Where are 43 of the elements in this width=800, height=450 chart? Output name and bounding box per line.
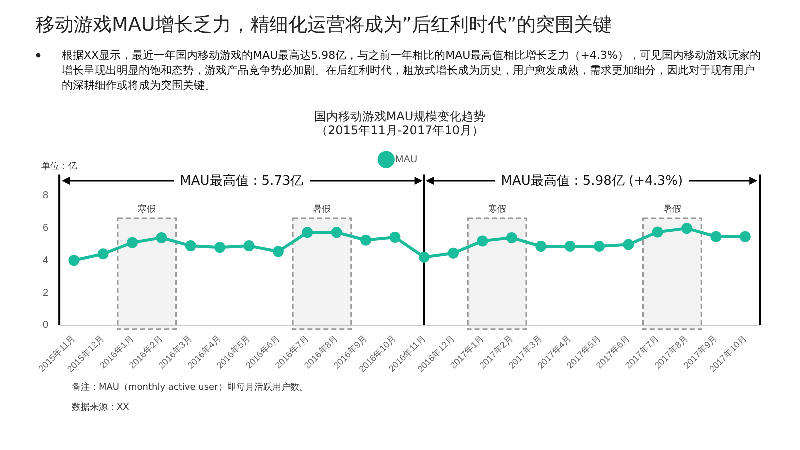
chart-title: 移动游戏MAU增长乏力，精细化运营将成为”后红利时代”的突围关键: [36, 13, 612, 38]
y-tick-label: 2: [43, 288, 49, 299]
point: [244, 240, 255, 252]
point: [652, 226, 664, 238]
text: （2015年11月-2017年10月）: [316, 124, 484, 138]
point: [156, 232, 168, 244]
point: [418, 252, 430, 263]
annotation: MAU最高值：5.73亿: [174, 172, 310, 190]
band-label: 暑假: [313, 204, 332, 215]
point: [623, 239, 634, 250]
point: [477, 236, 488, 247]
point: [68, 255, 80, 266]
point: [185, 240, 196, 252]
point: [740, 231, 751, 242]
point: [710, 231, 722, 242]
point: [390, 232, 401, 243]
point: [360, 234, 372, 246]
point: [506, 232, 518, 244]
point: [448, 248, 460, 259]
text: 根据XX显示，最近一年国内移动游戏的MAU最高达5.98亿，与之前一年相比的MAU最高值相比增长乏力（+4.3%），可见国内移动游戏玩家的增长呈现出明显的饱和态势，游戏产品竞争势必加剧。在后红利时代，粗放式增长成为历史，用户愈发成熟，需求更加细分，因此对于现有用户的深耕细作或将成为突围关键。: [61, 48, 762, 93]
source-note: 数据来源：XX: [72, 402, 130, 414]
point: [214, 242, 226, 254]
band-label: 寒假: [138, 204, 156, 215]
point: [302, 227, 314, 238]
point: [331, 227, 342, 238]
y-tick-label: 0: [43, 320, 49, 332]
point: [594, 241, 605, 252]
band-label: 暑假: [663, 204, 682, 215]
point: [272, 246, 284, 258]
point: [127, 237, 138, 248]
y-tick-label: 4: [43, 255, 49, 266]
band-label: 寒假: [488, 204, 506, 215]
point: [682, 223, 693, 234]
point: [536, 241, 547, 252]
y-axis-title: 单位：亿: [42, 161, 78, 172]
text: 国内移动游戏MAU规模变化趋势: [314, 109, 486, 124]
legend-label: MAU: [395, 154, 418, 166]
annotation: MAU最高值：5.98亿 (+4.3%): [495, 172, 690, 190]
point: [564, 241, 576, 252]
y-tick-label: 8: [43, 190, 49, 202]
y-tick-label: 6: [43, 222, 49, 234]
text: 备注：MAU（monthly active user）即每月活跃用户数。: [72, 382, 308, 394]
point: [98, 248, 109, 260]
